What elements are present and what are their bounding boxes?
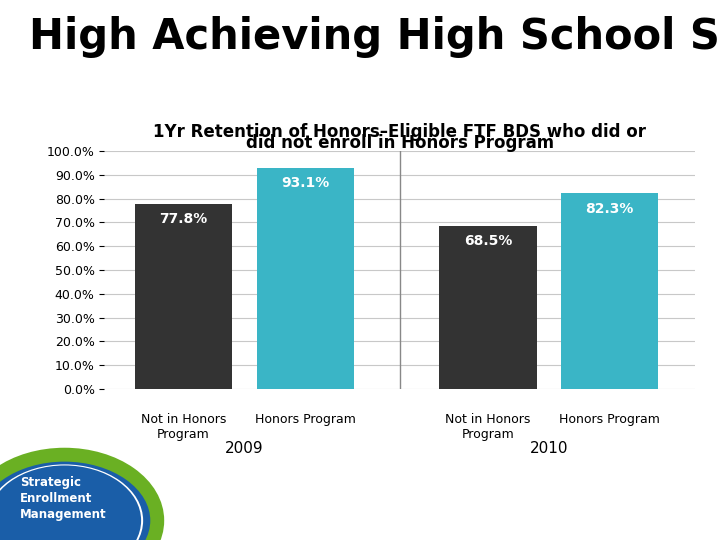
Bar xyxy=(256,167,354,389)
Ellipse shape xyxy=(0,464,143,540)
Bar xyxy=(561,193,658,389)
Ellipse shape xyxy=(0,456,156,540)
Text: 1Yr Retention of Honors–Eligible FTF BDS who did or: 1Yr Retention of Honors–Eligible FTF BDS… xyxy=(153,124,646,141)
Text: did not enroll in Honors Program: did not enroll in Honors Program xyxy=(246,134,554,152)
Text: 2010: 2010 xyxy=(529,441,568,456)
Bar xyxy=(439,226,536,389)
Bar xyxy=(135,204,233,389)
Text: 77.8%: 77.8% xyxy=(159,212,207,226)
Text: 82.3%: 82.3% xyxy=(585,201,634,215)
Ellipse shape xyxy=(0,465,141,540)
Text: Strategic
Enrollment
Management: Strategic Enrollment Management xyxy=(20,476,107,522)
Text: Honors Program: Honors Program xyxy=(559,413,660,426)
Text: 2009: 2009 xyxy=(225,441,264,456)
Text: Not in Honors
Program: Not in Honors Program xyxy=(445,413,531,441)
Text: 93.1%: 93.1% xyxy=(281,176,329,190)
Text: Honors Program: Honors Program xyxy=(255,413,356,426)
Text: Not in Honors
Program: Not in Honors Program xyxy=(141,413,226,441)
Text: 68.5%: 68.5% xyxy=(464,234,512,248)
Text: High Achieving High School Students: High Achieving High School Students xyxy=(29,16,720,58)
